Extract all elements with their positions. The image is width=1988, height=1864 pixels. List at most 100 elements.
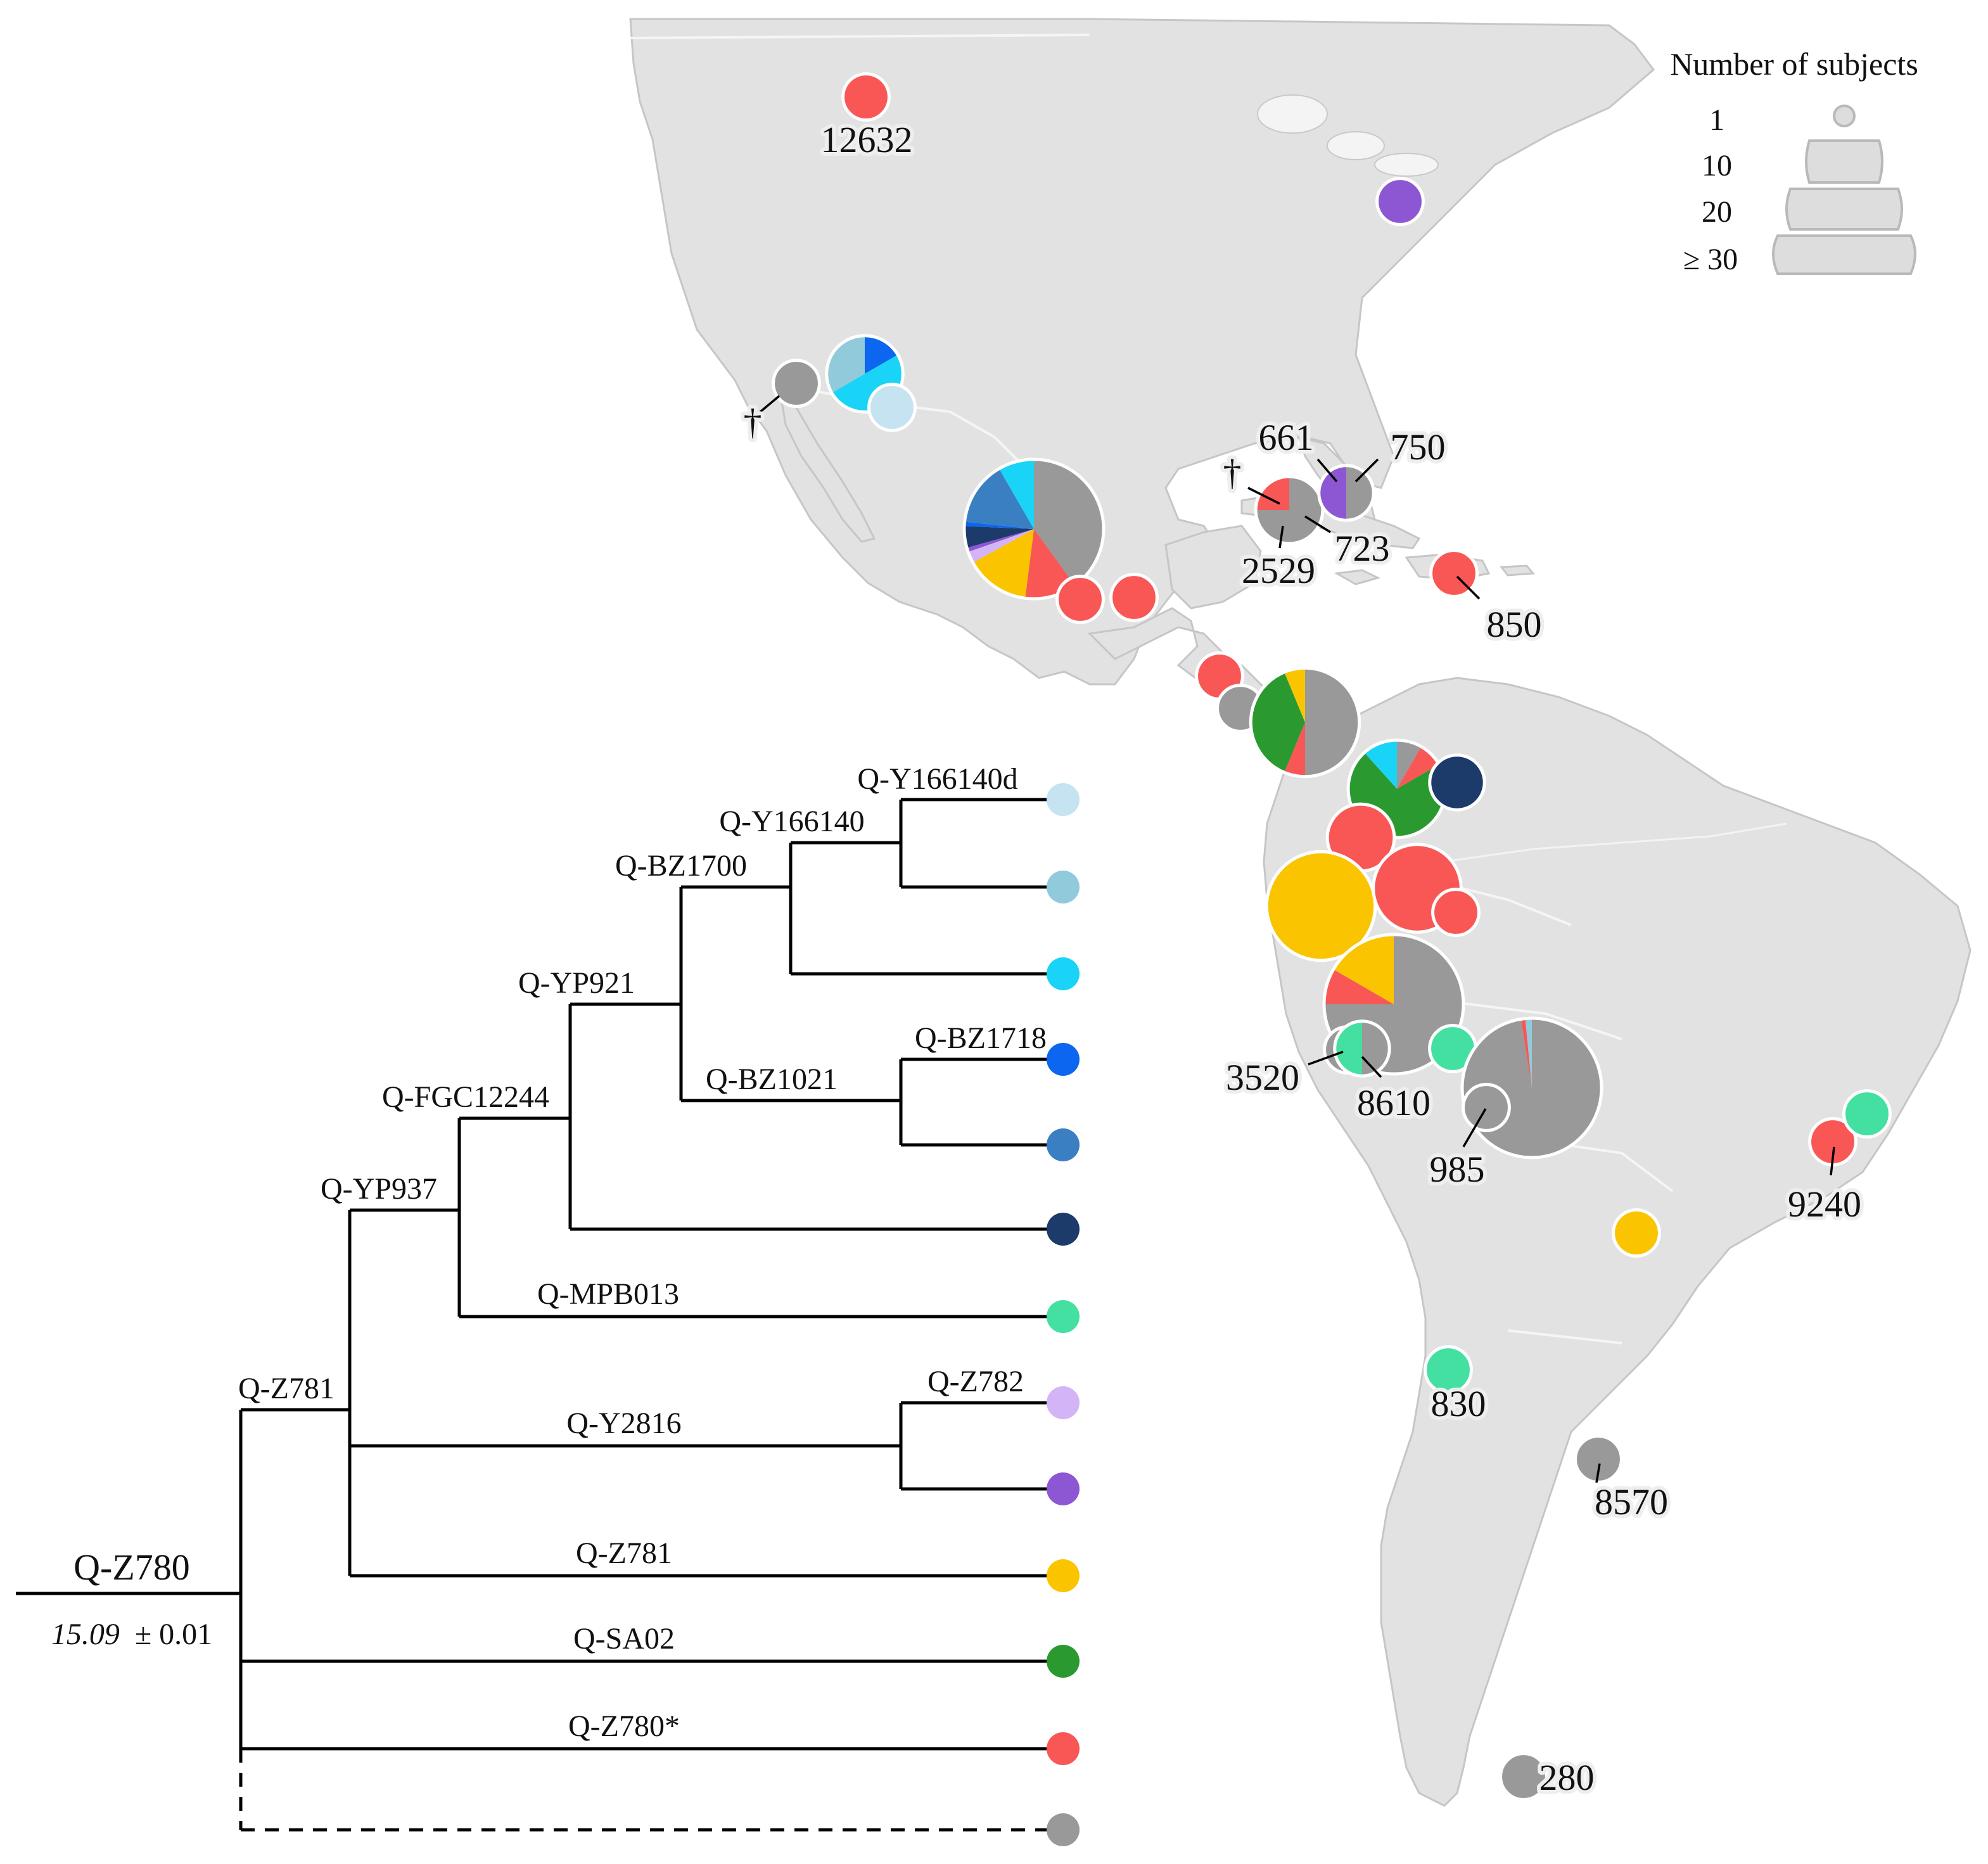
pie-slice-central-mexico-3 [968,529,1034,563]
pie-outline-guatemala [1109,573,1159,622]
site-label-patagonia-280: 280 [1539,1757,1595,1798]
site-label-brazil-9240: 9240 [1788,1184,1861,1225]
pie-outline-bolivia-985 [1462,1083,1511,1132]
pie-slice-brazil-9240-0 [1809,1118,1856,1165]
pie-slice-central-mexico-4 [967,529,1034,552]
pie-slice-colombia-central-3 [1364,740,1397,789]
site-pie-colombia-west [1249,666,1361,779]
leaf-dot-q-y166140d [1047,783,1080,816]
site-pie-new-york [1375,177,1425,226]
root-date-error: ± 0.01 [135,1618,212,1651]
site-label-cuba-661: 661 [1259,417,1314,458]
pie-outline-puerto-rico [1429,549,1479,598]
pie-slice-colombia-west-2 [1251,672,1305,773]
map-leader-lines [759,395,1835,1483]
leader-cuba-723 [1304,515,1331,533]
pie-outline-colombia-west [1249,666,1361,779]
pie-slice-ecuador-east-0 [1432,889,1479,936]
node-label-bz1718: Q-BZ1718 [915,1021,1047,1055]
pie-slice-peru-amazon-0 [1429,1025,1476,1072]
leader-bahamas-750 [1354,458,1379,483]
pie-slice-colombia-west-3 [1284,668,1305,722]
leaf-dot-q-bz1021 [1047,1128,1080,1161]
site-label-peru-8610: 8610 [1357,1082,1430,1123]
pie-outline-sonora-small [867,383,917,432]
leaf-dot-q-y166140 [1047,871,1080,903]
site-label-puertorico-850: 850 [1487,604,1542,645]
leaf-dot-q-yp921 [1047,1213,1080,1246]
leaf-dot-q-mpb013 [1047,1300,1080,1333]
site-pie-ecuador-coast [1265,850,1377,962]
site-label-bolivia-985: 985 [1430,1149,1485,1190]
node-label-yp921: Q-YP921 [518,966,635,1000]
site-pie-oaxaca [1055,575,1105,624]
pie-slice-canada-0 [843,73,889,120]
site-pie-ecuador-east [1431,888,1481,937]
pie-outline-new-york [1375,177,1425,226]
site-pie-peru-8610 [1333,1019,1391,1078]
leader-cuba-dagger [1247,487,1280,505]
legend-size-glyph [1772,105,1916,275]
leaf-dot-unknown [1047,1813,1080,1846]
site-label-baja-dagger: † [744,401,762,442]
pie-slice-guatemala-0 [1111,574,1157,621]
site-label-cuba-723: 723 [1335,528,1390,569]
root-date: 15.09 [51,1618,120,1651]
leaf-dot-q-z780- [1047,1732,1080,1765]
pie-slice-argentina-0 [1575,1436,1622,1483]
yucatan [1164,525,1262,610]
node-label-bz1021: Q-BZ1021 [706,1063,838,1096]
pie-slice-patagonia-0 [1500,1753,1547,1800]
baja-california [777,383,876,543]
site-label-peru-3520: 3520 [1226,1057,1299,1098]
pie-outline-paraguay [1612,1208,1661,1258]
site-label-canada: 12632 [821,119,913,160]
pie-outline-peru [1322,933,1465,1076]
legend-size-30 [1772,234,1916,275]
site-pie-brazil-east [1842,1089,1892,1139]
pie-slice-bahamas-0 [1346,465,1374,521]
site-pie-argentina [1574,1434,1623,1484]
legend-size-1 [1833,105,1856,127]
pie-slice-bolivia-2 [1525,1018,1532,1088]
pie-slice-bahamas-1 [1318,465,1346,521]
site-pie-paraguay [1612,1208,1661,1258]
node-label-y166140d: Q-Y166140d [857,762,1017,796]
site-pies [772,72,1892,1801]
node-label-mpb013: Q-MPB013 [537,1277,679,1311]
leaf-dot-q-bz1718 [1047,1043,1080,1076]
leader-brazil-9240 [1830,1146,1835,1176]
node-label-sa02: Q-SA02 [573,1622,675,1656]
size-legend: Number of subjects 1 10 20 ≥ 30 [1670,46,1918,276]
leader-peru-8610 [1361,1056,1382,1078]
pie-outline-brazil-east [1842,1089,1892,1139]
pie-outline-canada [841,72,891,122]
root-label: Q-Z780 [73,1547,190,1588]
pie-outline-bolivia [1460,1016,1603,1159]
pie-slice-central-mexico-6 [964,521,1034,529]
pie-slice-ecuador-coast-0 [1266,852,1375,961]
pie-slice-colombia-central-0 [1397,740,1422,789]
site-label-argentina-8570: 8570 [1595,1481,1668,1522]
leader-argentina-8570 [1595,1463,1601,1483]
legend-label-10: 10 [1702,149,1732,182]
pie-slice-central-mexico-8 [999,459,1034,529]
legend-label-30: ≥ 30 [1683,243,1738,276]
site-label-bahamas-750: 750 [1391,426,1446,468]
pie-outline-oaxaca [1055,575,1105,624]
site-pie-bolivia-985 [1462,1083,1511,1132]
pie-slice-peru-8610-0 [1362,1021,1390,1076]
pie-slice-cuba-west-1 [1256,476,1289,510]
node-label-y2816: Q-Y2816 [566,1407,681,1440]
legend-size-10 [1805,139,1883,184]
pie-outline-argentina [1574,1434,1623,1484]
pie-slice-peru-1 [1324,969,1394,1004]
legend-title: Number of subjects [1670,46,1918,82]
leader-bolivia-985 [1462,1108,1487,1147]
pie-outline-patagonia [1499,1752,1548,1801]
pie-outline-ecuador-coast [1265,850,1377,962]
pie-outline-venezuela [1428,753,1486,812]
pie-slice-colombia-west-1 [1284,722,1305,777]
pie-slice-paraguay-0 [1613,1210,1660,1256]
leader-cuba-661 [1316,458,1338,483]
